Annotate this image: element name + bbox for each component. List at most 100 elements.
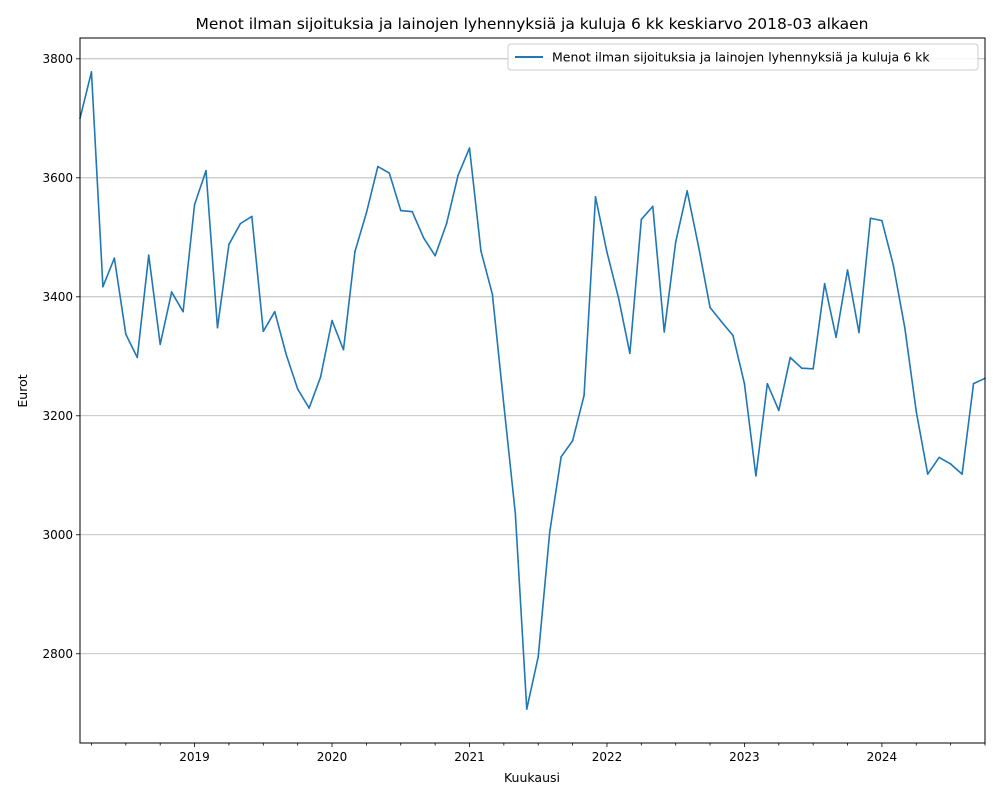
data-point xyxy=(663,331,666,333)
data-point xyxy=(915,410,918,413)
x-tick-label: 2019 xyxy=(179,750,210,764)
data-point xyxy=(938,456,940,459)
data-point xyxy=(354,250,356,253)
plot-area xyxy=(79,37,986,744)
data-point xyxy=(732,334,734,337)
data-point xyxy=(125,333,127,336)
data-point xyxy=(411,210,414,213)
data-point xyxy=(537,655,540,658)
data-point xyxy=(365,212,368,214)
data-point xyxy=(949,463,952,465)
data-point xyxy=(594,196,597,198)
legend-entry: Menot ilman sijoituksia ja lainojen lyhe… xyxy=(552,50,930,65)
data-point xyxy=(182,310,184,313)
data-point xyxy=(926,473,929,475)
data-point xyxy=(193,203,196,206)
y-tick-label: 3000 xyxy=(42,528,73,542)
data-point xyxy=(560,456,562,458)
data-point xyxy=(651,205,654,208)
data-point xyxy=(892,264,895,267)
x-axis: 2019 2020 2021 2022 2023 2024 xyxy=(91,743,986,764)
data-point xyxy=(755,475,757,477)
series-line xyxy=(79,71,986,710)
data-point xyxy=(778,409,780,412)
data-point xyxy=(548,531,551,534)
data-point xyxy=(251,215,253,218)
data-point xyxy=(881,219,883,222)
data-point xyxy=(525,708,528,710)
series-layer xyxy=(79,71,986,710)
data-point xyxy=(491,293,494,296)
data-point xyxy=(228,243,230,246)
data-point xyxy=(709,306,711,309)
data-point xyxy=(113,257,116,259)
x-tick-label: 2022 xyxy=(592,750,623,764)
data-point xyxy=(640,218,643,221)
y-tick-label: 3800 xyxy=(42,52,73,66)
data-point xyxy=(399,209,402,212)
data-point xyxy=(434,254,436,257)
data-point xyxy=(342,348,345,351)
data-point xyxy=(457,174,459,177)
data-point xyxy=(468,147,471,149)
data-point xyxy=(869,217,872,220)
data-point xyxy=(262,330,265,333)
data-point xyxy=(686,190,688,192)
data-point xyxy=(789,356,792,359)
data-point xyxy=(629,352,631,355)
x-tick-label: 2020 xyxy=(317,750,348,764)
data-point xyxy=(147,254,150,256)
data-point xyxy=(720,320,723,323)
data-point xyxy=(766,382,769,385)
x-tick-label: 2021 xyxy=(454,750,485,764)
data-point xyxy=(239,222,242,225)
data-point xyxy=(422,237,425,239)
data-point xyxy=(514,512,517,515)
data-point xyxy=(388,172,391,174)
y-tick-label: 2800 xyxy=(42,647,73,661)
data-point xyxy=(296,388,299,390)
data-point xyxy=(503,404,505,406)
data-point xyxy=(617,296,620,299)
grid-lines xyxy=(80,58,985,655)
data-point xyxy=(606,251,608,253)
chart-title: Menot ilman sijoituksia ja lainojen lyhe… xyxy=(196,15,869,33)
x-tick-label: 2024 xyxy=(867,750,898,764)
data-point xyxy=(812,367,814,370)
data-point xyxy=(319,376,322,378)
data-point xyxy=(961,473,963,475)
data-point xyxy=(170,291,173,293)
data-point xyxy=(823,282,826,285)
data-point xyxy=(445,222,448,225)
x-axis-label: Kuukausi xyxy=(504,770,560,785)
data-point xyxy=(102,285,104,288)
legend-box xyxy=(507,43,979,71)
data-point xyxy=(480,250,482,252)
data-point xyxy=(800,367,803,369)
y-tick-label: 3400 xyxy=(42,290,73,304)
y-axis: 2800 3000 3200 3400 3600 3800 xyxy=(42,52,80,661)
y-tick-label: 3200 xyxy=(42,409,73,423)
data-point xyxy=(571,439,574,442)
data-point xyxy=(743,382,746,385)
data-point xyxy=(846,269,849,271)
data-point xyxy=(331,319,333,322)
y-tick-label: 3600 xyxy=(42,171,73,185)
data-point xyxy=(136,356,139,359)
data-point xyxy=(904,326,906,329)
y-axis-label: Eurot xyxy=(15,374,30,407)
data-point xyxy=(216,326,219,329)
data-point xyxy=(697,246,700,248)
data-point xyxy=(285,353,288,356)
data-point xyxy=(159,343,161,346)
data-point xyxy=(674,241,677,243)
data-point xyxy=(205,169,207,172)
legend: Menot ilman sijoituksia ja lainojen lyhe… xyxy=(507,43,979,71)
data-point xyxy=(835,336,837,339)
data-point xyxy=(858,331,860,334)
data-point xyxy=(308,407,310,409)
data-point xyxy=(377,165,379,168)
data-point xyxy=(972,382,975,385)
data-point xyxy=(273,310,276,313)
